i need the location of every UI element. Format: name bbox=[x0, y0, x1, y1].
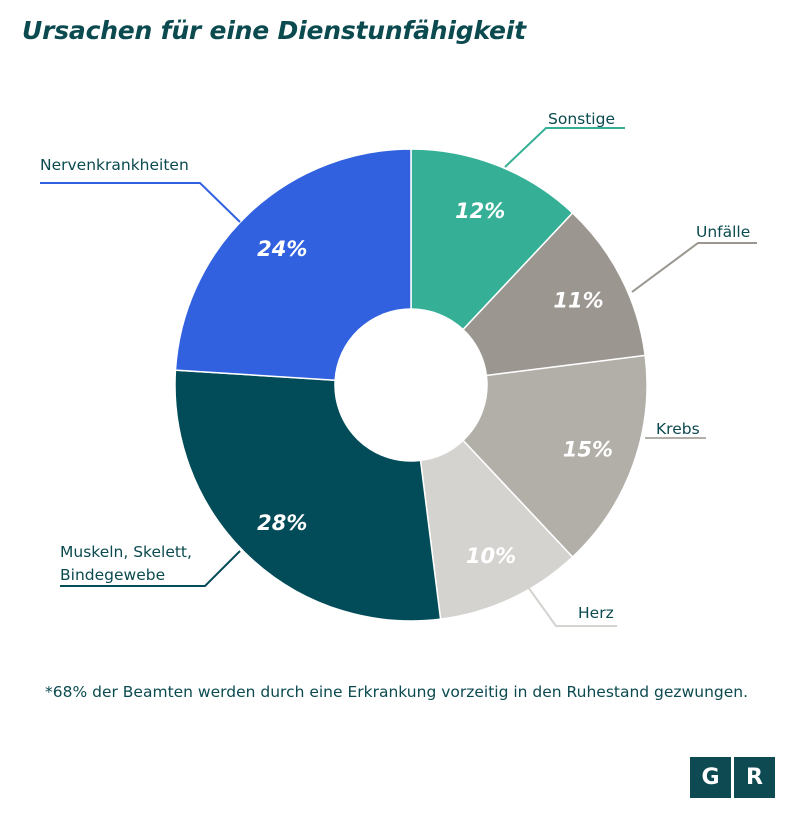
slice-sonstige bbox=[410, 148, 574, 331]
callout-line-sonstige bbox=[504, 127, 625, 168]
slice-value-muskeln-skelett-bindegewebe: 28% bbox=[257, 511, 307, 535]
callout-label-nervenkrankheiten: Nervenkrankheiten bbox=[40, 156, 189, 174]
callout-line-nervenkrankheiten bbox=[40, 182, 241, 223]
slice-unfälle bbox=[461, 211, 646, 377]
callout-label-muskeln-skelett-bindegewebe-line-1: Muskeln, Skelett, bbox=[60, 543, 192, 561]
slice-value-unfälle: 11% bbox=[553, 289, 603, 313]
chart-percent-labels: 12% 11% 15% 10% 28% 24% bbox=[257, 199, 613, 568]
callout-label-unfälle: Unfälle bbox=[696, 223, 750, 241]
chart-slices bbox=[174, 148, 648, 622]
callout-line-unfälle bbox=[631, 242, 757, 293]
slice-value-herz: 10% bbox=[466, 544, 516, 568]
callout-label-herz: Herz bbox=[578, 604, 614, 622]
slice-value-nervenkrankheiten: 24% bbox=[257, 237, 307, 261]
slice-krebs bbox=[461, 354, 648, 559]
callout-line-herz bbox=[527, 586, 617, 627]
callout-label-muskeln-skelett-bindegewebe-line-2: Bindegewebe bbox=[60, 566, 165, 584]
slice-muskeln-skelett-bindegewebe bbox=[174, 369, 442, 622]
callout-label-krebs: Krebs bbox=[656, 420, 700, 438]
chart-title: Ursachen für eine Dienstunfähigkeit bbox=[22, 16, 526, 45]
slice-nervenkrankheiten bbox=[174, 148, 412, 382]
callout-line-muskeln-skelett-bindegewebe bbox=[60, 550, 241, 587]
logo-letter-r: R bbox=[734, 757, 775, 798]
slice-value-krebs: 15% bbox=[563, 438, 613, 462]
slice-value-sonstige: 12% bbox=[455, 199, 505, 223]
brand-logo: G R bbox=[690, 757, 775, 798]
chart-callouts: Sonstige Unfälle Krebs Herz Muskeln, Skelett… bbox=[40, 110, 757, 627]
slice-herz bbox=[419, 439, 574, 620]
chart-footnote: *68% der Beamten werden durch eine Erkra… bbox=[45, 683, 749, 701]
callout-label-sonstige: Sonstige bbox=[548, 110, 615, 128]
logo-letter-g: G bbox=[690, 757, 731, 798]
